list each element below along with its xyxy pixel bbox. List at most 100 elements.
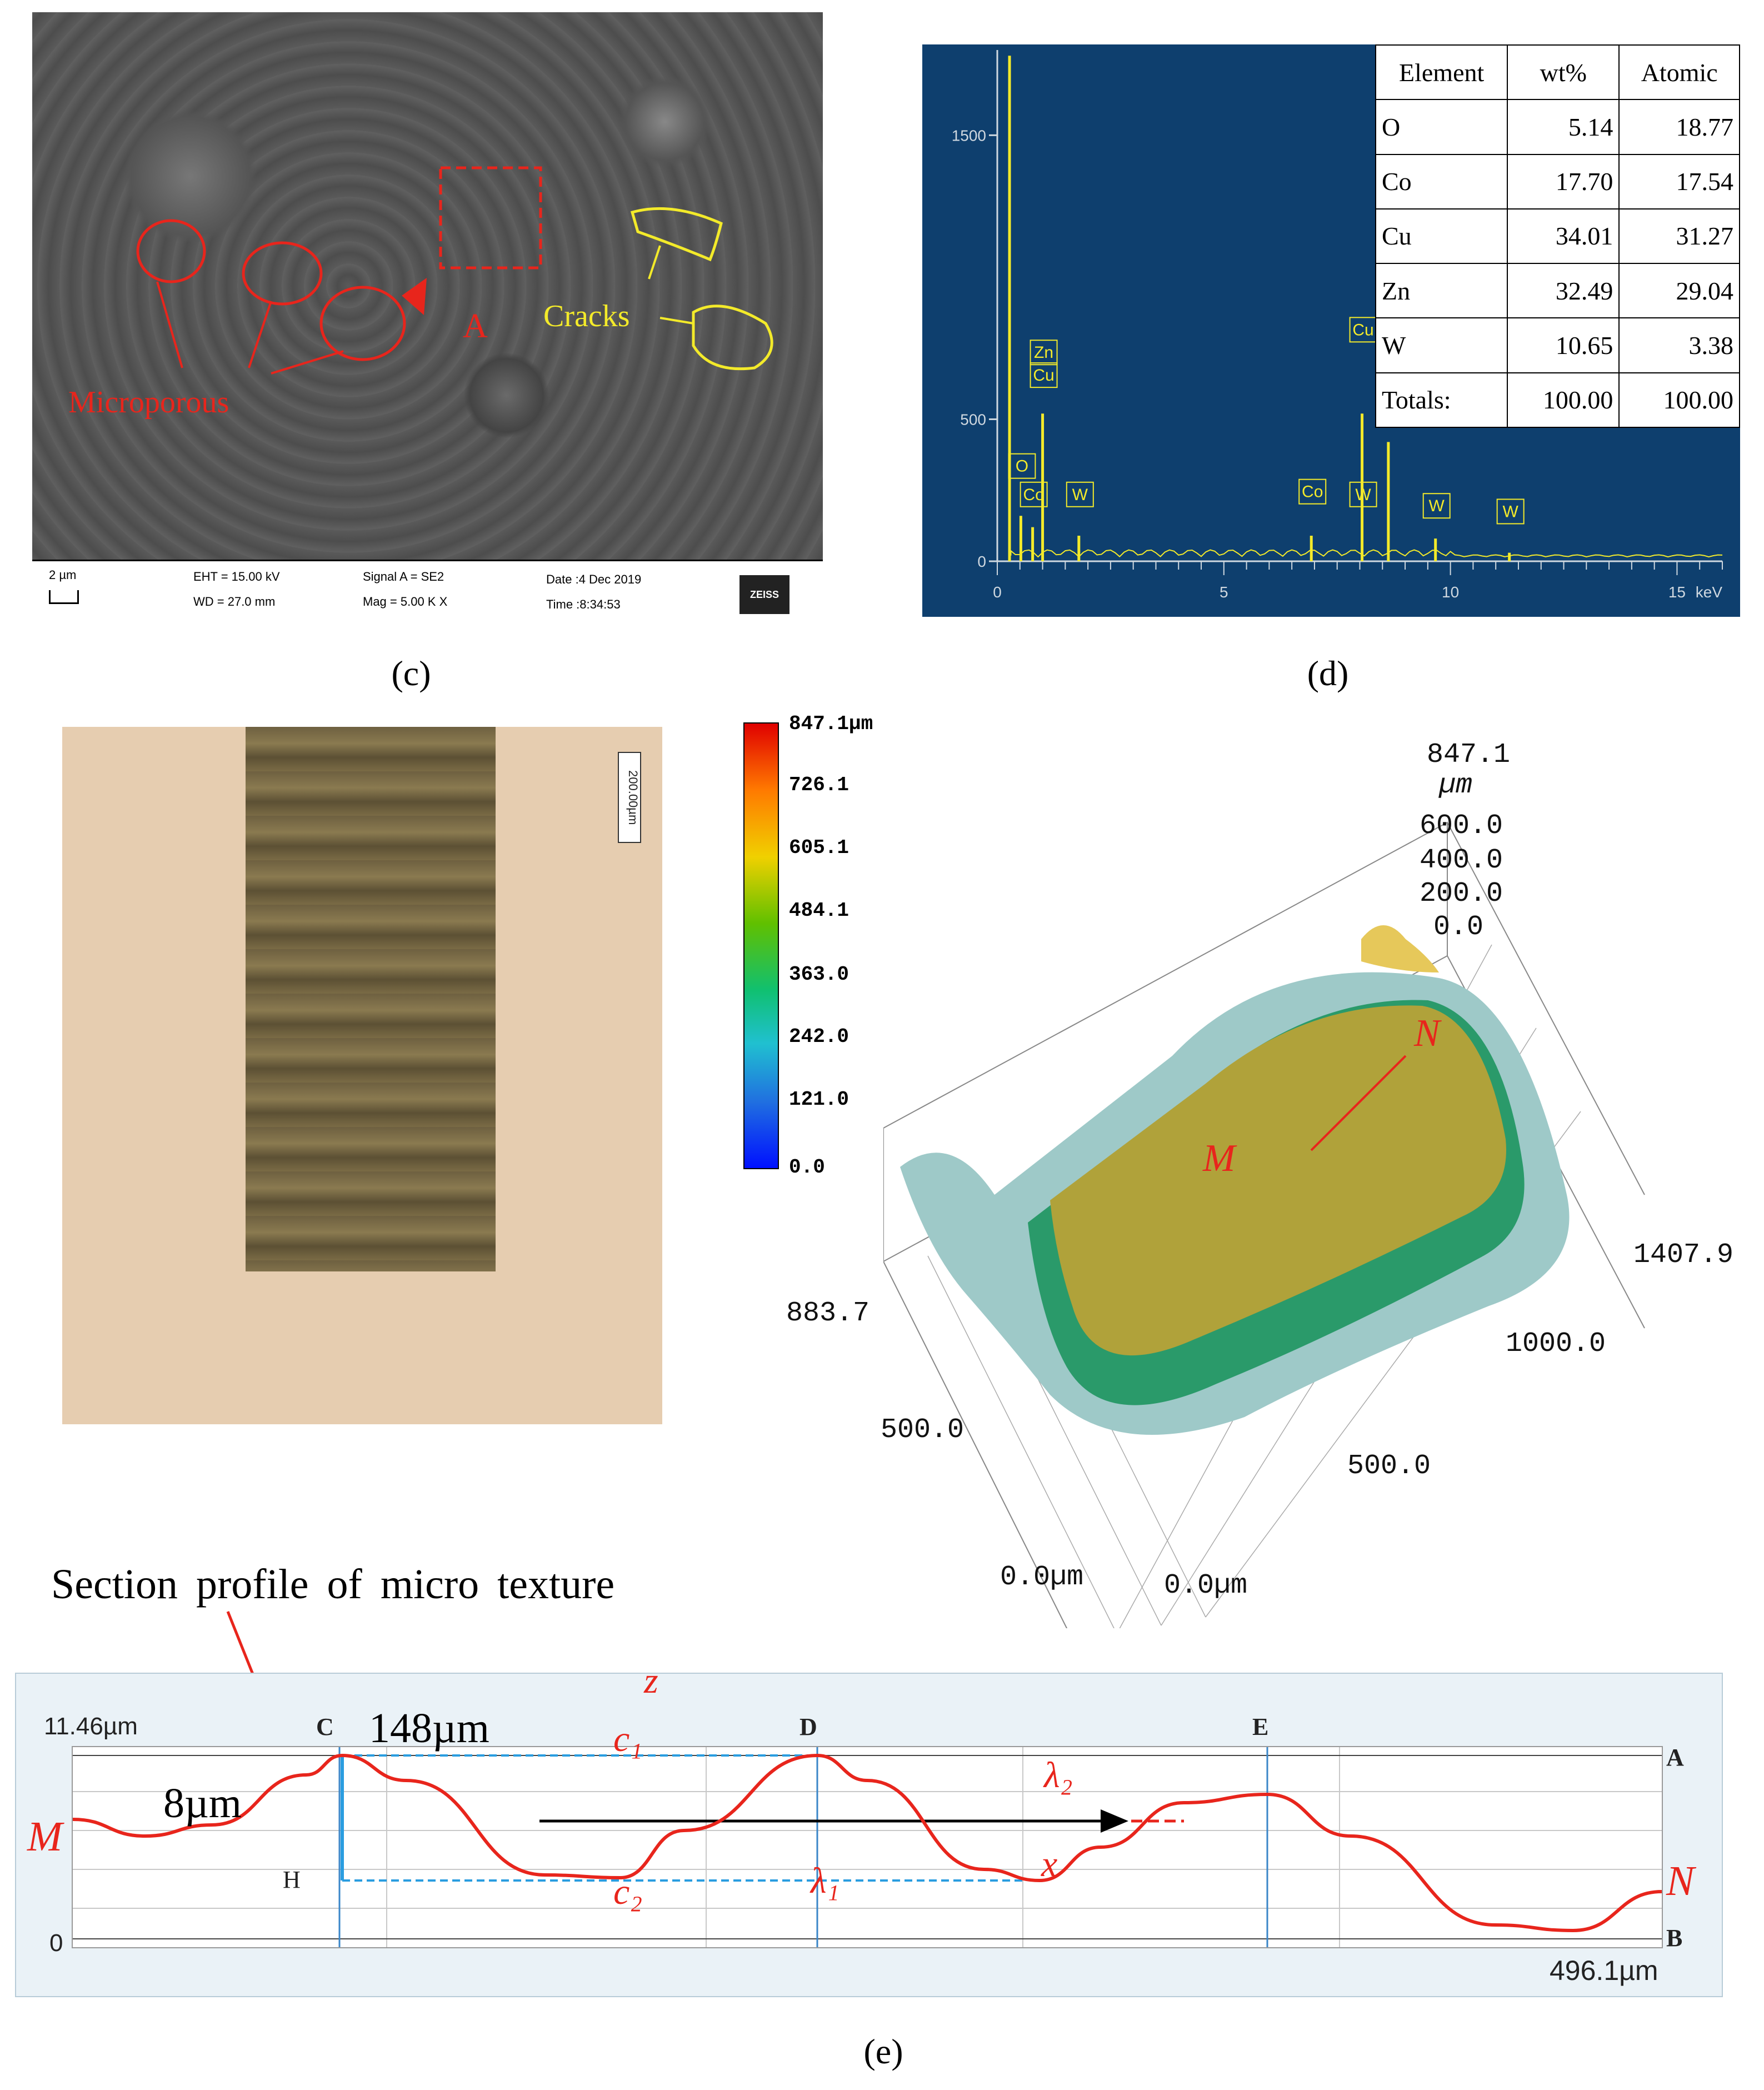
marker-d: D bbox=[799, 1713, 817, 1740]
sem-eht: EHT = 15.00 kV bbox=[193, 570, 280, 583]
eds-peak-label: Cu bbox=[1033, 366, 1054, 385]
eds-peak-label: Zn bbox=[1034, 343, 1053, 362]
y-label-500: 500.0 bbox=[881, 1414, 965, 1446]
eds-table-header: Element bbox=[1375, 44, 1508, 101]
caption-e: (e) bbox=[863, 2032, 903, 2071]
eds-table-cell: 100.00 bbox=[1618, 372, 1740, 428]
optical-photo: 200.00µm bbox=[62, 727, 662, 1424]
eds-table-cell: 29.04 bbox=[1618, 263, 1740, 319]
eds-table-cell: 17.70 bbox=[1507, 153, 1620, 210]
colorbar-label-2: 605.1 bbox=[789, 836, 849, 859]
eds-table-row: W 10.65 3.38 bbox=[1375, 317, 1740, 373]
eds-table-header: Atomic bbox=[1618, 44, 1740, 101]
profile-curve bbox=[73, 1753, 1662, 1933]
eds-table-cell: Totals: bbox=[1375, 372, 1508, 428]
eds-table-row: Zn 32.49 29.04 bbox=[1375, 263, 1740, 319]
z-tick-400: 400.0 bbox=[1420, 845, 1503, 876]
eds-x-tick-label: 5 bbox=[1220, 583, 1228, 601]
y-label-883: 883.7 bbox=[786, 1298, 870, 1329]
surface-3d-plot: 847.1 µm 600.0 400.0 200.0 0.0 883.7 500… bbox=[786, 739, 1761, 1628]
label-m-3d: M bbox=[1203, 1137, 1236, 1180]
eds-peak-tag bbox=[1349, 481, 1377, 507]
profile-plot-graphic bbox=[73, 1747, 1662, 1947]
marker-e: E bbox=[1252, 1713, 1269, 1740]
profile-y-bottom: 0 bbox=[49, 1929, 63, 1957]
sem-date: Date :4 Dec 2019 bbox=[546, 572, 642, 586]
eds-y-tick-label: 500 bbox=[960, 411, 986, 428]
eds-peak-label: Cu bbox=[1352, 321, 1373, 339]
eds-x-tick-label: 10 bbox=[1442, 583, 1459, 601]
eds-x-tick-label: 15 bbox=[1668, 583, 1686, 601]
label-m-profile: M bbox=[27, 1813, 63, 1860]
label-a: A bbox=[463, 307, 488, 345]
eds-peak-label: Co bbox=[1302, 483, 1323, 501]
eds-table-cell: 5.14 bbox=[1507, 99, 1620, 155]
sem-time: Time :8:34:53 bbox=[546, 597, 621, 611]
sem-image-panel: A Microporous Cracks 2 µm EHT = 15.00 kV… bbox=[32, 12, 823, 623]
eds-table-cell: Co bbox=[1375, 153, 1508, 210]
textured-rod bbox=[246, 727, 496, 1271]
sem-scale-label: 2 µm bbox=[49, 568, 77, 582]
profile-title: Section profile of micro texture bbox=[51, 1561, 615, 1608]
z-tick-0: 0.0 bbox=[1433, 911, 1484, 943]
eds-spectrum-panel: OCoZnCuWCoCuWZnWW15005000051015keV Eleme… bbox=[922, 44, 1740, 617]
x-label-500: 500.0 bbox=[1347, 1450, 1431, 1482]
eds-x-unit: keV bbox=[1696, 583, 1723, 601]
eds-peak-tag bbox=[1422, 493, 1451, 519]
zeiss-logo: ZEISS bbox=[739, 575, 789, 614]
math-lambda1: λ₁ bbox=[811, 1860, 839, 1901]
sem-scale-bar bbox=[49, 590, 79, 604]
eds-table-cell: 32.49 bbox=[1507, 263, 1620, 319]
eds-table-cell: 34.01 bbox=[1507, 208, 1620, 265]
math-lambda2: λ₂ bbox=[1044, 1755, 1073, 1795]
sem-signal: Signal A = SE2 bbox=[363, 570, 444, 583]
eds-table-cell: 31.27 bbox=[1618, 208, 1740, 265]
eds-table-cell: Cu bbox=[1375, 208, 1508, 265]
eds-peak-tag bbox=[1496, 498, 1525, 525]
eds-table-header: wt% bbox=[1507, 44, 1620, 101]
label-microporous: Microporous bbox=[68, 385, 229, 420]
eds-peak-label: W bbox=[1429, 497, 1445, 515]
y-label-0: 0.0µm bbox=[1000, 1562, 1084, 1593]
label-cracks: Cracks bbox=[543, 299, 630, 333]
section-profile-chart: 11.46µm 0 496.1µm C D E A B H M N 148µm … bbox=[15, 1660, 1723, 1997]
eds-table-row: Co 17.70 17.54 bbox=[1375, 153, 1740, 210]
math-x: x bbox=[1041, 1844, 1058, 1884]
eds-table-cell: 10.65 bbox=[1507, 317, 1620, 373]
x-label-0: 0.0µm bbox=[1164, 1570, 1248, 1602]
eds-baseline bbox=[1010, 549, 1723, 558]
eds-table-cell: O bbox=[1375, 99, 1508, 155]
eds-table-cell: 100.00 bbox=[1507, 372, 1620, 428]
eds-table-cell: Zn bbox=[1375, 263, 1508, 319]
sem-wd: WD = 27.0 mm bbox=[193, 595, 276, 608]
eds-composition-table: Element wt% Atomic O 5.14 18.77 Co 17.70 17.54 Cu… bbox=[1375, 44, 1740, 428]
label-n-profile: N bbox=[1666, 1858, 1695, 1904]
height-colorbar bbox=[743, 722, 779, 1169]
z-tick-200: 200.0 bbox=[1420, 878, 1503, 910]
colorbar-label-4: 363.0 bbox=[789, 963, 849, 986]
eds-peak-label: W bbox=[1502, 502, 1518, 521]
eds-peak-tag bbox=[1030, 362, 1058, 388]
z-tick-600: 600.0 bbox=[1420, 810, 1503, 842]
colorbar-label-6: 121.0 bbox=[789, 1088, 849, 1111]
sem-mag: Mag = 5.00 K X bbox=[363, 595, 448, 608]
sem-micrograph: A Microporous Cracks bbox=[32, 12, 823, 560]
eds-table-row: Cu 34.01 31.27 bbox=[1375, 208, 1740, 265]
eds-peak-tag bbox=[1298, 478, 1327, 505]
sem-data-bar: 2 µm EHT = 15.00 kV WD = 27.0 mm Signal … bbox=[32, 560, 823, 623]
caption-c: (c) bbox=[391, 654, 431, 693]
math-c1: c₁ bbox=[613, 1719, 643, 1759]
dim-height: 8µm bbox=[163, 1780, 242, 1827]
eds-x-tick-label: 0 bbox=[993, 583, 1002, 601]
profile-y-top: 11.46µm bbox=[44, 1713, 138, 1740]
eds-peak-tag bbox=[1008, 453, 1036, 479]
z-axis-top-label: 847.1 bbox=[1427, 739, 1511, 771]
x-label-1407: 1407.9 bbox=[1633, 1239, 1734, 1271]
eds-peak-label: Co bbox=[1023, 486, 1044, 504]
label-h: H bbox=[283, 1866, 301, 1893]
eds-table-row: O 5.14 18.77 bbox=[1375, 99, 1740, 155]
colorbar-label-5: 242.0 bbox=[789, 1025, 849, 1048]
math-z: z bbox=[644, 1660, 658, 1701]
photo-scale-label: 200.00µm bbox=[618, 752, 641, 843]
math-c2: c₂ bbox=[613, 1872, 643, 1912]
